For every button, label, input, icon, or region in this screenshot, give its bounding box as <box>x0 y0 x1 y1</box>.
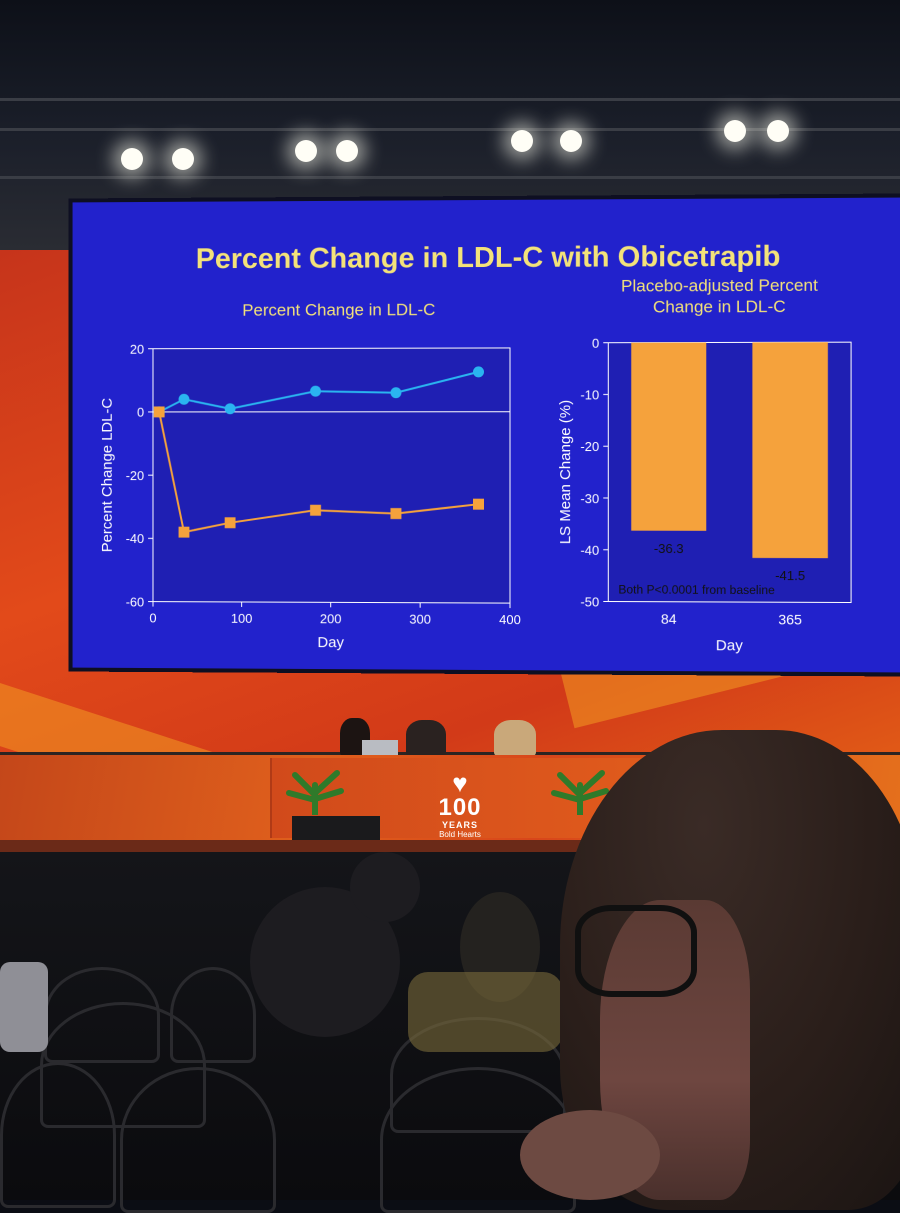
stage-light <box>560 130 582 152</box>
x-axis-label: Day <box>317 635 344 651</box>
audience-member <box>0 962 48 1052</box>
logo-number: 100 <box>420 796 500 820</box>
bar-day-365 <box>752 342 827 558</box>
stage-light <box>336 140 358 162</box>
data-point-placebo <box>225 403 236 414</box>
slide-title: Percent Change in LDL-C with Obicetrapib <box>73 240 900 277</box>
plot-area <box>153 348 510 603</box>
left-chart-title: Percent Change in LDL-C <box>200 300 478 321</box>
logo-years: YEARS <box>420 820 500 830</box>
x-axis-label: Day <box>716 638 744 654</box>
bar-value-label: -36.3 <box>654 541 684 556</box>
bar-day-84 <box>631 342 706 530</box>
data-point-obicetrapib <box>225 517 236 528</box>
heart-torch-icon: ♥ <box>420 770 500 796</box>
y-tick-label: -60 <box>126 594 144 609</box>
y-tick-label: -20 <box>580 439 599 454</box>
panelist <box>494 720 536 756</box>
projection-screen: Percent Change in LDL-C with Obicetrapib… <box>69 193 900 676</box>
y-tick-label: -40 <box>580 543 599 558</box>
right-chart-title-line1: Placebo-adjusted Percent <box>588 275 851 297</box>
stage-light <box>511 130 533 152</box>
data-point-placebo <box>179 394 190 405</box>
audience-chair <box>120 1067 276 1213</box>
logo-tagline: Bold Hearts <box>420 830 500 839</box>
y-axis-label: Percent Change LDL-C <box>100 398 116 553</box>
right-chart-title-line2: Change in LDL-C <box>588 296 851 318</box>
x-tick-label: 400 <box>499 612 521 627</box>
lighting-truss <box>0 128 900 131</box>
stage-light <box>295 140 317 162</box>
audience-member <box>350 852 420 922</box>
stage-light <box>121 148 143 170</box>
x-tick-label: 200 <box>320 611 341 626</box>
audience-chair <box>0 1062 116 1208</box>
y-tick-label: 0 <box>137 405 144 420</box>
x-tick-label: 0 <box>149 610 156 625</box>
y-tick-label: 0 <box>592 336 599 351</box>
data-point-obicetrapib <box>390 508 401 519</box>
data-point-placebo <box>310 386 321 397</box>
centennial-logo: ♥ 100 YEARS Bold Hearts <box>420 770 500 830</box>
foreground-hand <box>520 1110 660 1200</box>
audience-member <box>408 972 563 1052</box>
stage-light <box>172 148 194 170</box>
eyeglasses <box>575 905 697 997</box>
data-point-placebo <box>473 366 484 377</box>
x-tick-label: 300 <box>409 612 431 627</box>
lighting-truss <box>0 98 900 101</box>
plant-icon <box>285 765 345 815</box>
panelist <box>406 720 446 756</box>
x-tick-label: 84 <box>661 611 677 627</box>
y-tick-label: -10 <box>580 387 599 402</box>
data-point-obicetrapib <box>310 505 321 516</box>
stage-light <box>767 120 789 142</box>
y-tick-label: 20 <box>130 342 144 357</box>
x-tick-label: 365 <box>778 611 802 627</box>
lighting-truss <box>0 176 900 179</box>
y-tick-label: -20 <box>126 468 144 483</box>
data-point-obicetrapib <box>473 499 484 510</box>
data-point-obicetrapib <box>179 527 190 538</box>
bar-value-label: -41.5 <box>775 568 805 583</box>
data-point-placebo <box>390 387 401 398</box>
x-tick-label: 100 <box>231 611 252 626</box>
significance-footnote: Both P<0.0001 from baseline <box>618 582 775 597</box>
y-tick-label: -40 <box>126 531 144 546</box>
right-chart-title: Placebo-adjusted Percent Change in LDL-C <box>588 275 851 318</box>
stage-light <box>724 120 746 142</box>
data-point-obicetrapib <box>154 406 165 417</box>
y-tick-label: -30 <box>580 491 599 506</box>
y-axis-label: LS Mean Change (%) <box>558 400 574 544</box>
y-tick-label: -50 <box>580 594 599 609</box>
